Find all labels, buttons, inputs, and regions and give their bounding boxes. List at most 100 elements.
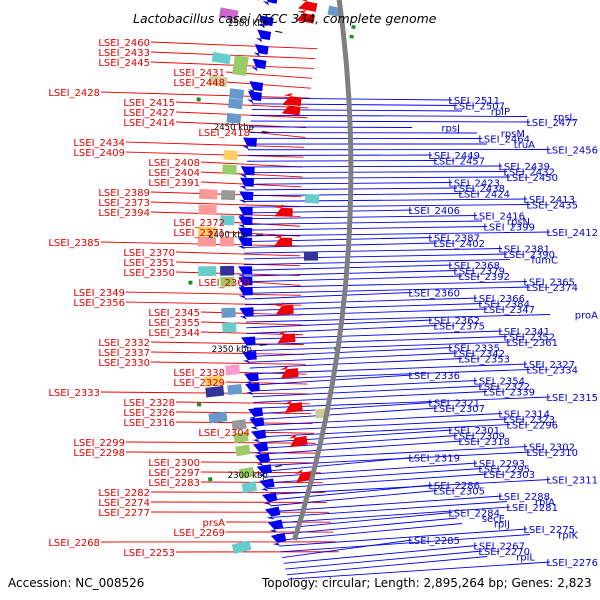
gene-label: LSEI_2275 <box>523 525 575 536</box>
cog-category-block <box>220 265 235 276</box>
reverse-strand-gene <box>238 276 253 289</box>
leader-line <box>125 291 301 296</box>
gene-label: proA <box>575 311 598 322</box>
cog-category-block <box>211 51 231 65</box>
leader-line <box>249 358 463 369</box>
gene-label: LSEI_2511 <box>448 96 500 107</box>
leader-line <box>279 528 528 547</box>
reverse-strand-gene <box>264 506 281 520</box>
cog-category-block <box>220 276 235 287</box>
reverse-strand-gene <box>241 336 256 349</box>
gene-label: LSEI_2315 <box>546 393 598 404</box>
gene-label: truA <box>514 140 535 151</box>
gene-label: LSEI_2314 <box>498 410 550 421</box>
rna-gene <box>351 24 356 30</box>
leader-line <box>244 209 413 214</box>
reverse-strand-gene <box>239 177 255 190</box>
gene-label: LSEI_2428 <box>48 88 100 99</box>
gene-label: LSEI_2285 <box>408 536 460 547</box>
leader-line <box>150 201 301 207</box>
gene-label: LSEI_2387 <box>428 234 480 245</box>
gene-label: LSEI_2404 <box>148 168 200 179</box>
tick-label: 2300 kbp <box>228 471 268 481</box>
leader-line <box>125 141 305 148</box>
gene-label: LSEI_2406 <box>408 206 460 217</box>
leader-line <box>245 297 478 306</box>
gene-label: LSEI_2435 <box>526 201 578 212</box>
gene-label: LSEI_2390 <box>503 250 555 261</box>
leader-line <box>248 341 511 352</box>
gene-label: LSEI_2427 <box>123 108 175 119</box>
gene-label: LSEI_2318 <box>458 437 510 448</box>
leader-line <box>253 391 488 403</box>
reverse-strand-gene <box>248 81 264 94</box>
gene-label: LSEI_2350 <box>123 268 175 279</box>
leader-line <box>266 473 488 490</box>
gene-label: LSEI_2409 <box>73 148 125 159</box>
gene-label: LSEI_2464 <box>478 135 530 146</box>
reverse-strand-gene <box>248 407 264 420</box>
gene-label: rpsJ <box>441 124 460 135</box>
gene-label: LSEI_2360 <box>408 289 460 300</box>
leader-line <box>247 160 438 162</box>
cog-category-block <box>241 481 258 494</box>
gene-label: LSEI_2253 <box>123 548 175 559</box>
leader-line <box>257 424 511 438</box>
leader-line <box>243 248 503 254</box>
forward-strand-gene <box>275 302 294 315</box>
cog-category-block <box>205 385 225 398</box>
reverse-strand-gene <box>240 166 255 179</box>
reverse-strand-gene <box>259 478 275 492</box>
leader-line <box>259 435 458 449</box>
gene-label: LSEI_2293 <box>473 459 525 470</box>
gene-label: LSEI_2362 <box>428 316 480 327</box>
tick-mark <box>275 30 283 34</box>
leader-line <box>274 506 511 524</box>
gene-label: LSEI_2277 <box>98 508 150 519</box>
gene-label: LSEI_2415 <box>123 98 175 109</box>
gene-label: LSEI_2354 <box>473 377 525 388</box>
tick-mark <box>261 131 269 133</box>
leader-line <box>255 407 438 421</box>
leader-line <box>225 381 308 385</box>
gene-label: LSEI_2349 <box>73 288 125 299</box>
reverse-strand-gene <box>262 0 278 6</box>
reverse-strand-gene <box>245 382 260 396</box>
left-gene-labels: LSEI_2460LSEI_2433LSEI_2445LSEI_2431LSEI… <box>48 38 250 559</box>
leader-line <box>263 457 413 472</box>
gene-label: LSEI_2366 <box>473 294 525 305</box>
leader-line <box>200 161 303 168</box>
reverse-strand-gene <box>258 15 274 29</box>
cog-category-block <box>232 64 248 77</box>
gene-label: LSEI_2297 <box>148 468 200 479</box>
forward-strand-gene <box>283 399 303 414</box>
gene-label: LSEI_2432 <box>503 168 555 179</box>
leader-line <box>261 446 528 461</box>
cog-category-block <box>198 204 217 215</box>
leader-line <box>247 336 508 346</box>
leader-line <box>269 484 433 501</box>
gene-label: LSEI_2408 <box>148 158 200 169</box>
rna-gene <box>188 280 193 285</box>
gene-label: LSEI_2449 <box>428 151 480 162</box>
reverse-strand-gene <box>238 216 253 229</box>
gene-label: LSEI_2341 <box>498 327 550 338</box>
gene-label: LSEI_2374 <box>526 283 578 294</box>
gene-label: LSEI_2337 <box>98 348 150 359</box>
gene-label: LSEI_2267 <box>473 542 525 553</box>
leader-line <box>251 380 478 392</box>
leader-line <box>244 237 433 243</box>
gene-label: LSEI_2322 <box>478 382 530 393</box>
gene-label: LSEI_2431 <box>173 68 225 79</box>
tick-label: 2350 kbp <box>212 345 252 355</box>
forward-strand-gene <box>298 0 318 12</box>
leader-line <box>244 292 413 300</box>
gene-label: LSEI_2402 <box>433 239 485 250</box>
leader-line <box>287 561 551 580</box>
reverse-strand-gene <box>238 206 253 219</box>
leader-line <box>271 495 503 513</box>
forward-strand-gene <box>274 204 293 217</box>
gene-label: LSEI_2347 <box>483 305 535 316</box>
gene-label: LSEI_2375 <box>433 322 485 333</box>
rna-gene <box>196 97 201 102</box>
